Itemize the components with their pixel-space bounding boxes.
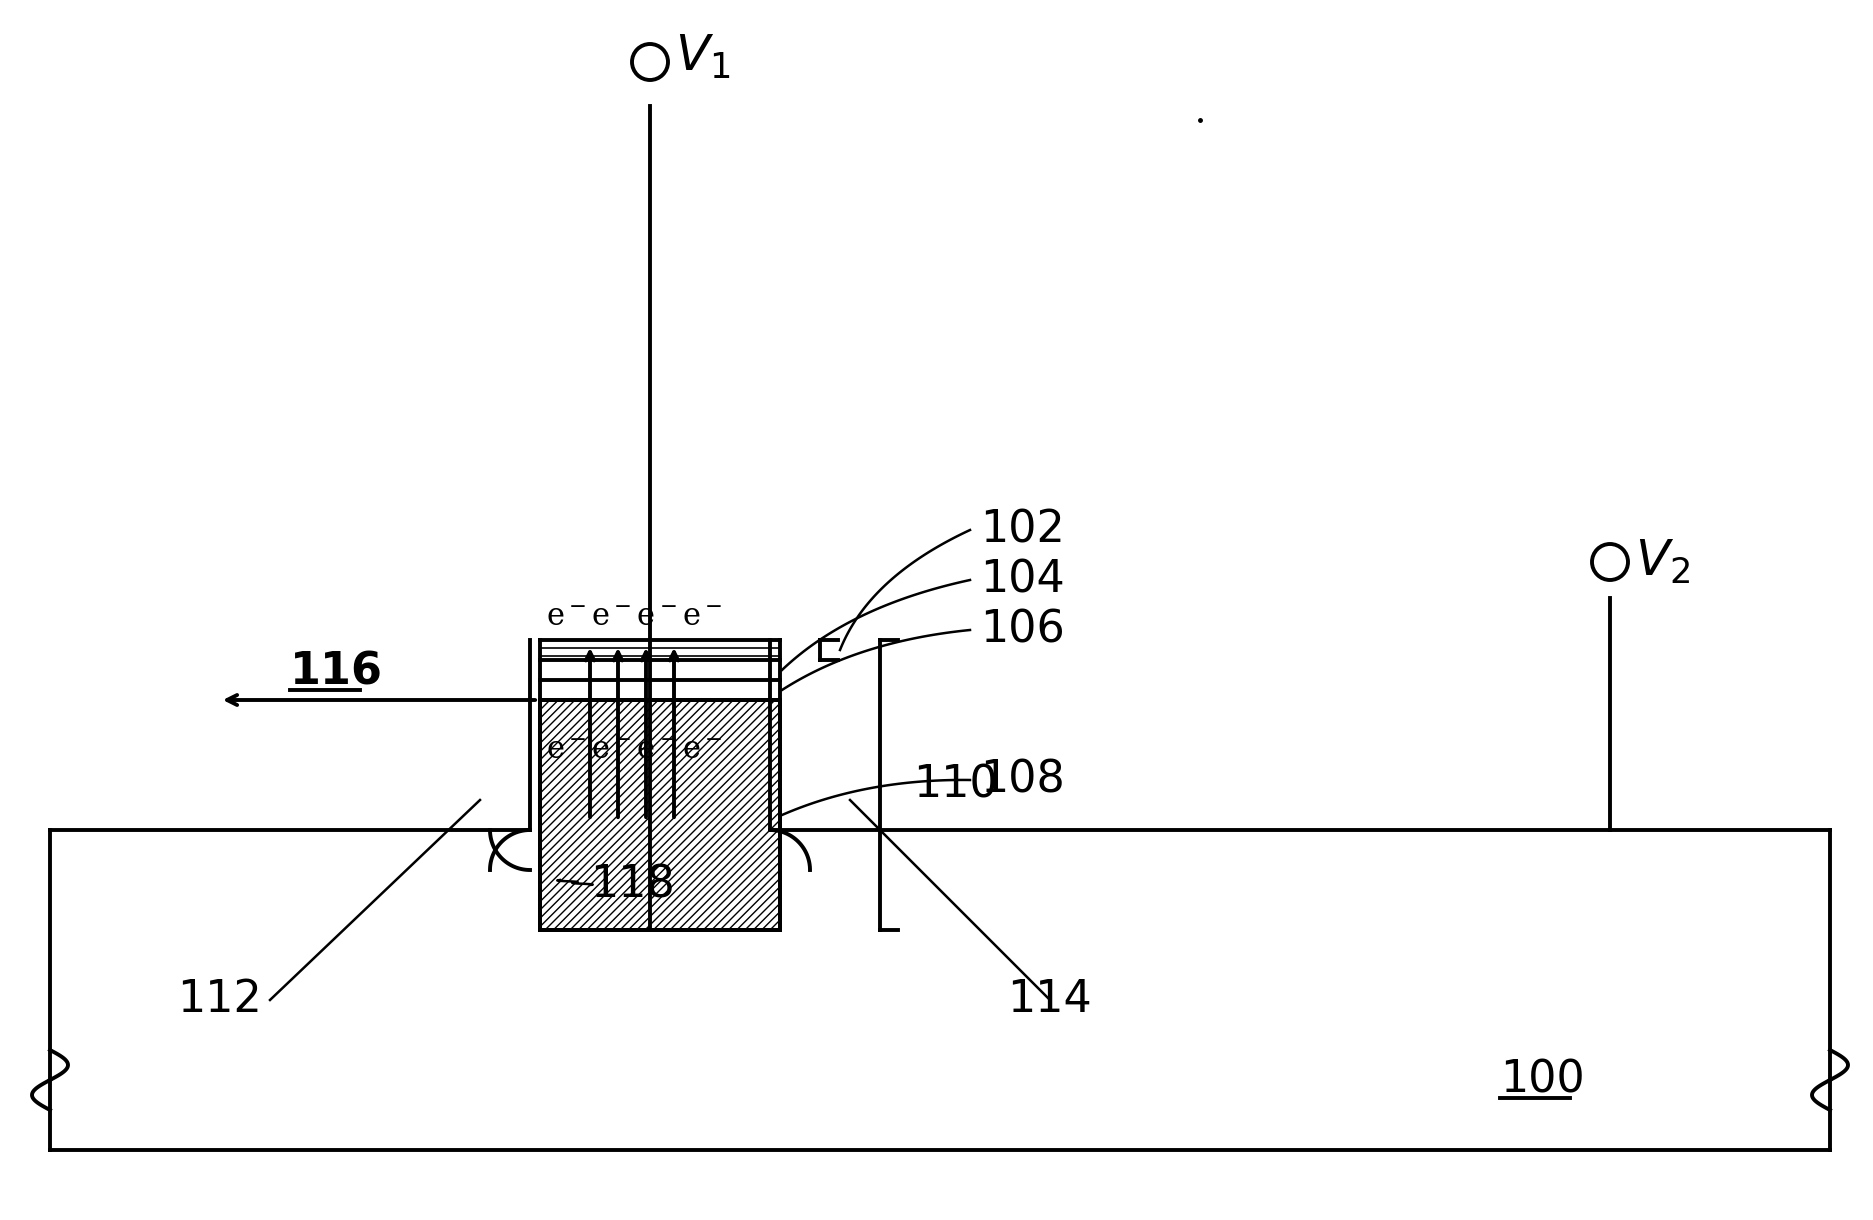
- Text: 118: 118: [590, 864, 674, 906]
- Text: $V_1$: $V_1$: [674, 32, 730, 82]
- Text: 114: 114: [1008, 978, 1092, 1021]
- Text: 116: 116: [290, 650, 382, 693]
- Text: 108: 108: [980, 759, 1064, 802]
- Text: 112: 112: [178, 978, 262, 1021]
- Bar: [539, 700, 779, 930]
- Text: e$^-$e$^-$e$^-$e$^-$: e$^-$e$^-$e$^-$e$^-$: [545, 734, 721, 765]
- Text: e$^-$e$^-$e$^-$e$^-$: e$^-$e$^-$e$^-$e$^-$: [545, 601, 721, 633]
- Text: 100: 100: [1498, 1059, 1585, 1102]
- Text: 110: 110: [912, 764, 996, 806]
- Text: 102: 102: [980, 509, 1064, 551]
- Text: 106: 106: [980, 609, 1064, 651]
- Text: 104: 104: [980, 559, 1064, 601]
- Text: $V_2$: $V_2$: [1633, 537, 1689, 587]
